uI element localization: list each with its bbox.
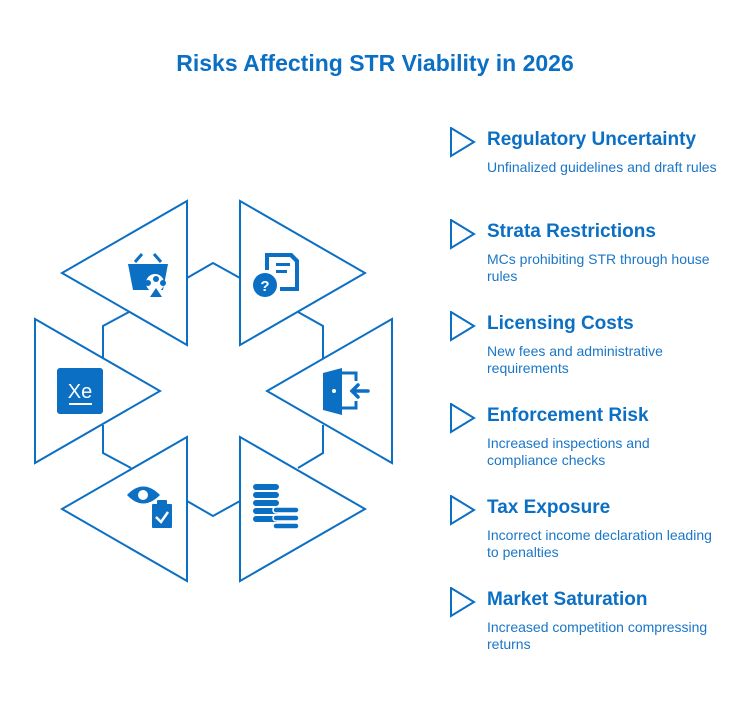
triangle-marker-icon bbox=[450, 403, 476, 434]
connector-lower-right bbox=[297, 425, 324, 469]
connector-top bbox=[186, 261, 241, 279]
page-title: Risks Affecting STR Viability in 2026 bbox=[176, 50, 574, 76]
triangle-marker-icon bbox=[450, 495, 476, 526]
triangle-left bbox=[34, 317, 163, 465]
risk-heading: Enforcement Risk bbox=[487, 405, 649, 426]
triangle-right bbox=[264, 317, 393, 465]
svg-text:Xe: Xe bbox=[68, 381, 92, 403]
document-question-icon: ? bbox=[253, 253, 299, 297]
triangle-marker-icon bbox=[450, 219, 476, 250]
triangle-top-right bbox=[239, 199, 368, 347]
risk-heading: Licensing Costs bbox=[487, 313, 634, 334]
connector-upper-right bbox=[297, 311, 324, 358]
door-enter-icon bbox=[323, 368, 370, 415]
risk-description: Increased inspections and compliance che… bbox=[487, 435, 650, 468]
eye-clipboard-icon bbox=[127, 486, 174, 530]
connector-lower-left bbox=[102, 425, 132, 469]
risk-description: Incorrect income declaration leading to … bbox=[487, 527, 712, 560]
basket-paw-icon bbox=[128, 253, 168, 297]
xe-currency-icon: Xe bbox=[57, 368, 103, 414]
connector-upper-left bbox=[102, 311, 130, 358]
triangle-marker-icon bbox=[450, 127, 476, 158]
risk-description: Unfinalized guidelines and draft rules bbox=[487, 159, 717, 175]
risk-heading: Tax Exposure bbox=[487, 497, 611, 518]
svg-text:?: ? bbox=[260, 278, 269, 295]
triangle-top-left bbox=[59, 199, 188, 347]
risk-description: New fees and administrative requirements bbox=[487, 343, 663, 376]
connector-bottom bbox=[186, 500, 241, 518]
triangle-marker-icon bbox=[450, 587, 476, 618]
triangle-bottom-right bbox=[239, 435, 368, 583]
risk-heading: Regulatory Uncertainty bbox=[487, 129, 697, 150]
risk-description: MCs prohibiting STR through house rules bbox=[487, 251, 710, 284]
risk-heading: Market Saturation bbox=[487, 589, 648, 610]
risk-description: Increased competition compressing return… bbox=[487, 619, 708, 652]
coin-stacks-icon bbox=[253, 484, 300, 530]
triangle-bottom-left bbox=[59, 435, 188, 583]
triangle-marker-icon bbox=[450, 311, 476, 342]
risk-heading: Strata Restrictions bbox=[487, 221, 656, 242]
